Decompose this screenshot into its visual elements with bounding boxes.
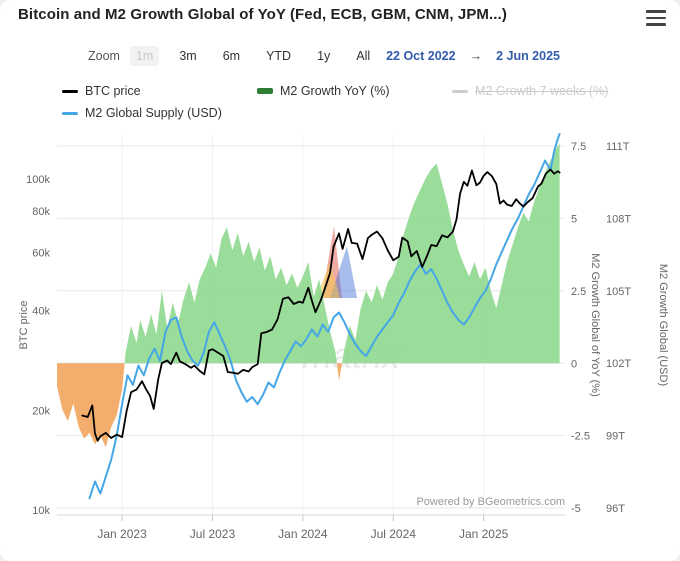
chart-header: Bitcoin and M2 Growth Global of YoY (Fed… [18, 6, 634, 23]
y-tick-label: 99T [606, 431, 625, 443]
zoom-button-1m: 1m [129, 46, 160, 66]
y-tick-label: 60k [32, 247, 50, 259]
y-tick-label: 7.5 [571, 141, 586, 153]
zoom-button-1y[interactable]: 1y [317, 49, 331, 63]
btc-price-line [81, 168, 561, 442]
y-tick-label: 96T [606, 503, 625, 515]
x-tick-label: Jan 2024 [278, 527, 328, 541]
left-axis-title: BTC price [18, 301, 30, 350]
m2-growth-yoy-area [336, 363, 342, 381]
legend-item-m2-global-supply-usd[interactable]: M2 Global Supply (USD) [62, 102, 257, 124]
zoom-button-6m[interactable]: 6m [222, 49, 241, 63]
legend-marker-icon [62, 111, 78, 115]
watermark-logo [330, 246, 357, 298]
legend-label: BTC price [85, 84, 141, 98]
powered-by-credit[interactable]: Powered by BGeometrics.com [416, 496, 565, 508]
range-selector: Zoom 1m 3m 6m YTD 1y All 22 Oct 2022 → 2 Jun … [88, 46, 564, 66]
zoom-button-all[interactable]: All [356, 49, 371, 63]
m2-global-supply-usd-line [88, 133, 561, 500]
y-tick-label: 5 [571, 214, 577, 226]
zoom-button-ytd[interactable]: YTD [266, 49, 292, 63]
x-tick-label: Jan 2025 [459, 527, 509, 541]
right-axis-title: M2 Growth Global of YoY (%) [589, 253, 601, 396]
x-tick-label: Jul 2023 [190, 527, 236, 541]
m2-growth-yoy-area [342, 143, 560, 364]
range-to-input[interactable]: 2 Jun 2025 [496, 49, 560, 63]
y-tick-label: -2.5 [571, 431, 590, 443]
zoom-button-3m[interactable]: 3m [179, 49, 197, 63]
zoom-label: Zoom [88, 49, 120, 63]
legend-item-m2-growth-7-weeks[interactable]: M2 Growth 7 weeks (%) [452, 80, 647, 102]
y-tick-label: 0 [571, 358, 577, 370]
far-right-axis-title: M2 Growth Global (USD) [657, 264, 669, 386]
y-tick-label: 108T [606, 213, 631, 225]
legend-label: M2 Global Supply (USD) [85, 106, 222, 120]
hamburger-icon[interactable] [646, 10, 666, 26]
range-arrow-icon: → [469, 49, 483, 63]
legend-marker-icon [257, 88, 273, 94]
legend-item-m2-growth-yoy[interactable]: M2 Growth YoY (%) [257, 80, 452, 102]
legend-marker-icon [452, 89, 468, 93]
chart-title: Bitcoin and M2 Growth Global of YoY (Fed… [18, 6, 507, 23]
y-tick-label: -5 [571, 503, 581, 515]
y-tick-label: 105T [606, 286, 631, 298]
legend-label: M2 Growth 7 weeks (%) [475, 84, 609, 98]
legend-marker-icon [62, 89, 78, 93]
m2-growth-yoy-area [57, 363, 125, 448]
legend-item-btc-price[interactable]: BTC price [62, 80, 257, 102]
y-tick-label: 20k [32, 405, 50, 417]
y-tick-label: 111T [606, 141, 630, 153]
y-tick-label: 40k [32, 306, 50, 318]
m2-growth-yoy-area [124, 227, 337, 364]
y-tick-label: 102T [606, 358, 631, 370]
legend-label: M2 Growth YoY (%) [280, 84, 390, 98]
x-tick-label: Jan 2023 [97, 527, 147, 541]
chart-legend: BTC price M2 Growth YoY (%) M2 Growth 7 we… [62, 80, 662, 124]
y-tick-label: 100k [26, 174, 50, 186]
range-from-input[interactable]: 22 Oct 2022 [386, 49, 456, 63]
x-tick-label: Jul 2024 [371, 527, 417, 541]
y-tick-label: 2.5 [571, 286, 586, 298]
y-tick-label: 10k [32, 505, 50, 517]
zoom-buttons: 1m 3m 6m YTD 1y All [129, 46, 376, 66]
y-tick-label: 80k [32, 206, 50, 218]
date-range: 22 Oct 2022 → 2 Jun 2025 [382, 47, 564, 65]
